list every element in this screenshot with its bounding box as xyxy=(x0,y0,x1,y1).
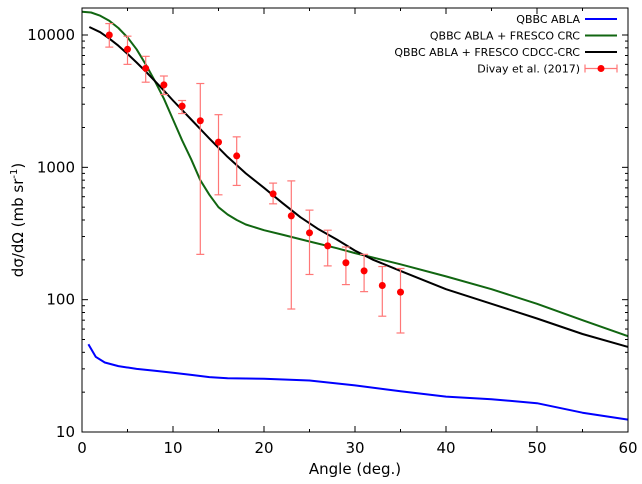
data-point xyxy=(233,152,241,160)
data-point xyxy=(269,190,277,198)
x-tick-label: 40 xyxy=(436,439,455,457)
x-axis-label: Angle (deg.) xyxy=(309,460,401,478)
data-point xyxy=(124,45,131,53)
x-tick-label: 20 xyxy=(254,439,273,457)
y-axis-label-main: dσ/dΩ (mb sr xyxy=(9,178,27,277)
legend-label: Divay et al. (2017) xyxy=(477,63,580,76)
data-point xyxy=(324,242,332,250)
y-axis-label-close: ) xyxy=(9,163,27,169)
data-point xyxy=(397,288,404,296)
series-line-qbbc-abla-fresco-crc xyxy=(81,10,629,338)
x-tick-label: 50 xyxy=(527,439,546,457)
data-point xyxy=(160,81,168,89)
y-tick-label: 100 xyxy=(46,291,75,309)
data-point xyxy=(378,281,386,289)
y-axis-label-exponent: -1 xyxy=(9,169,20,179)
data-point xyxy=(142,64,150,72)
data-point xyxy=(360,267,368,275)
series-line-qbbc-abla xyxy=(87,343,629,421)
legend-marker xyxy=(597,65,605,72)
data-point xyxy=(306,229,313,237)
legend: QBBC ABLA QBBC ABLA + FRESCO CRC QBBC ABLA… xyxy=(394,13,618,76)
x-tick-label: 10 xyxy=(163,439,182,457)
x-tick-label: 60 xyxy=(618,439,637,457)
y-tick-label: 1000 xyxy=(37,158,75,176)
data-point xyxy=(287,212,295,220)
x-tick-label: 0 xyxy=(77,439,87,457)
legend-label: QBBC ABLA + FRESCO CRC xyxy=(430,30,580,43)
x-tick-label: 30 xyxy=(345,439,364,457)
y-tick-label: 10 xyxy=(56,423,75,441)
y-tick-label: 10000 xyxy=(27,26,75,44)
y-axis-label: dσ/dΩ (mb sr-1) xyxy=(9,163,27,277)
series-line-qbbc-abla-fresco-cdcc-crc xyxy=(88,26,629,348)
data-point xyxy=(342,259,350,267)
legend-label: QBBC ABLA + FRESCO CDCC-CRC xyxy=(394,46,580,59)
data-point xyxy=(105,31,113,39)
data-point xyxy=(178,102,186,110)
data-point xyxy=(215,138,222,146)
legend-label: QBBC ABLA xyxy=(516,13,580,26)
data-point xyxy=(196,117,204,125)
